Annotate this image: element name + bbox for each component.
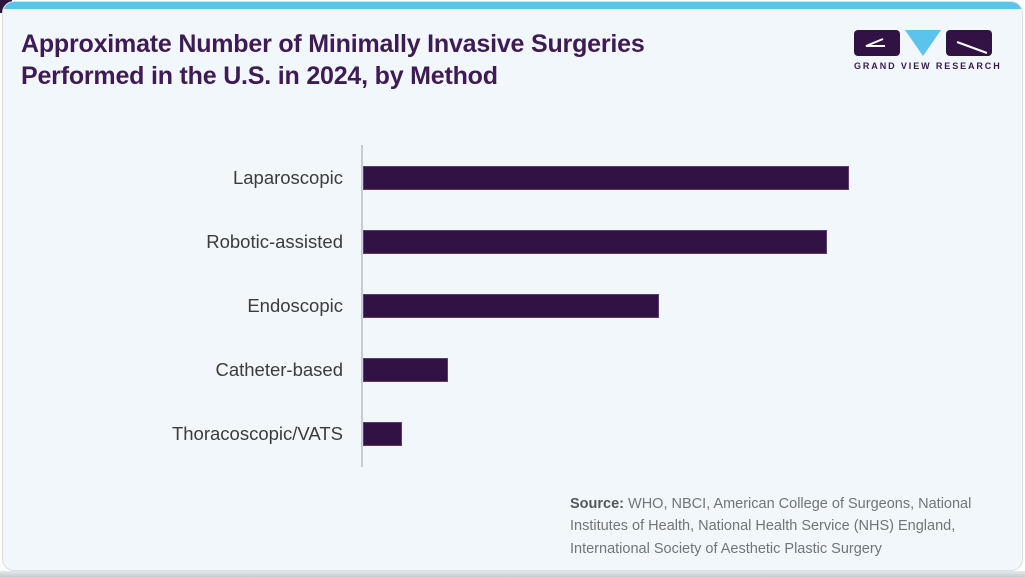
brand-logo: GRAND VIEW RESEARCH bbox=[854, 30, 1004, 71]
bar-catheter-based bbox=[363, 358, 448, 382]
page-bottom-edge bbox=[0, 571, 1025, 577]
bar-robotic-assisted bbox=[363, 230, 827, 254]
source-note: Source: WHO, NBCI, American College of S… bbox=[570, 493, 1010, 560]
y-axis-line bbox=[361, 145, 363, 467]
top-accent-bar bbox=[3, 2, 1022, 9]
gvr-logo-icon bbox=[854, 30, 992, 56]
source-text: WHO, NBCI, American College of Surgeons,… bbox=[570, 496, 972, 557]
source-label: Source: bbox=[570, 496, 629, 512]
category-label: Robotic-assisted bbox=[206, 231, 343, 252]
bar-laparoscopic bbox=[363, 166, 849, 190]
bar-chart: Laparoscopic Robotic-assisted Endoscopic… bbox=[3, 2, 1022, 570]
bar-endoscopic bbox=[363, 294, 659, 318]
category-label: Catheter-based bbox=[215, 359, 343, 380]
category-label: Thoracoscopic/VATS bbox=[171, 423, 343, 444]
brand-name: GRAND VIEW RESEARCH bbox=[854, 61, 1002, 71]
bar-thoracoscopic-vats bbox=[363, 422, 402, 446]
chart-title: Approximate Number of Minimally Invasive… bbox=[21, 30, 645, 90]
category-label: Endoscopic bbox=[247, 295, 343, 316]
category-label: Laparoscopic bbox=[232, 167, 343, 188]
